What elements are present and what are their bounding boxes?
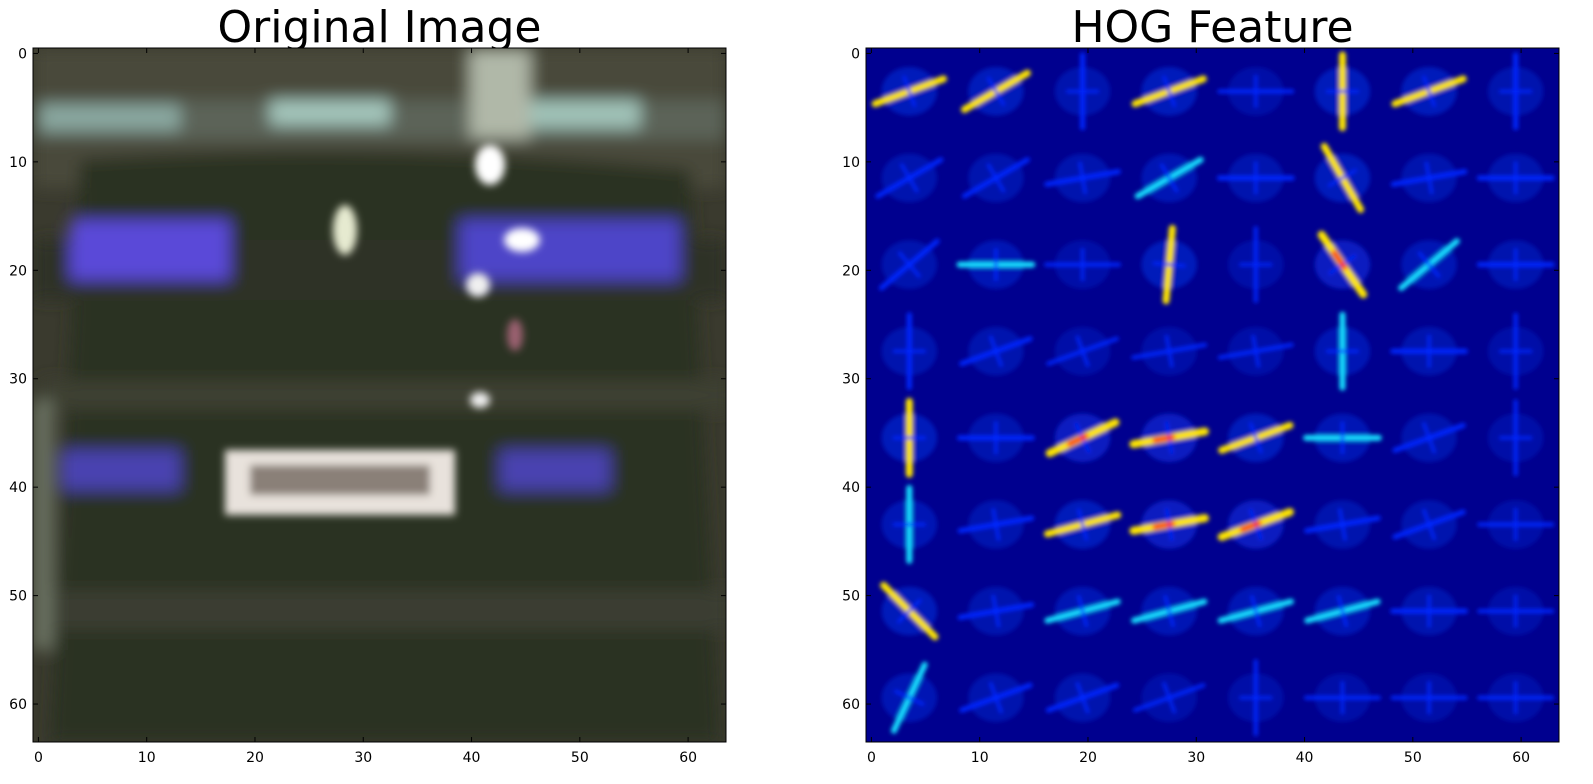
x-tick-label: 20 xyxy=(246,750,264,766)
hog-secondary-stroke xyxy=(1076,594,1089,628)
hog-secondary-stroke xyxy=(1163,594,1175,628)
hog-secondary-stroke xyxy=(1075,335,1090,368)
y-tick-label: 10 xyxy=(842,155,860,171)
hog-secondary-stroke xyxy=(1159,163,1179,193)
hog-secondary-stroke xyxy=(988,681,1003,714)
x-tick-label: 60 xyxy=(1512,750,1530,766)
hog-secondary-stroke xyxy=(1327,168,1358,188)
x-tick-label: 0 xyxy=(867,750,876,766)
left-axes-frame xyxy=(32,47,727,743)
y-tick-label: 60 xyxy=(842,697,860,713)
hog-secondary-stroke xyxy=(1422,421,1437,454)
y-tick-label: 30 xyxy=(9,372,27,388)
y-tick-label: 30 xyxy=(842,372,860,388)
hog-secondary-stroke xyxy=(897,251,921,279)
hog-secondary-stroke xyxy=(1152,261,1186,268)
hog-secondary-stroke xyxy=(1422,508,1437,541)
y-tick-label: 40 xyxy=(842,480,860,496)
hog-secondary-stroke xyxy=(1076,508,1089,541)
y-tick-label: 0 xyxy=(18,46,27,62)
hog-secondary-stroke xyxy=(1422,75,1437,108)
hog-secondary-stroke xyxy=(1078,161,1087,195)
x-tick-label: 50 xyxy=(571,750,589,766)
x-tick-label: 40 xyxy=(463,750,481,766)
y-tick-label: 60 xyxy=(9,697,27,713)
hog-peak-stroke xyxy=(1239,520,1262,532)
y-tick-label: 0 xyxy=(851,46,860,62)
hog-secondary-stroke xyxy=(1162,681,1177,714)
hog-secondary-stroke xyxy=(991,594,1001,628)
hog-secondary-stroke xyxy=(991,508,1001,541)
x-tick-label: 30 xyxy=(354,750,372,766)
hog-secondary-stroke xyxy=(1417,251,1441,279)
hog-visualization xyxy=(866,48,1559,742)
y-tick-label: 50 xyxy=(842,589,860,605)
right-axes-frame xyxy=(865,47,1560,743)
y-tick-label: 10 xyxy=(9,155,27,171)
y-tick-label: 40 xyxy=(9,480,27,496)
hog-secondary-stroke xyxy=(896,598,922,624)
y-tick-label: 20 xyxy=(842,263,860,279)
hog-peak-stroke xyxy=(1152,434,1176,443)
original-car-photo xyxy=(33,48,726,742)
original-image-title: Original Image xyxy=(217,2,542,53)
hog-secondary-stroke xyxy=(1424,161,1434,195)
hog-secondary-stroke xyxy=(986,76,1006,107)
left-axis-ticks: 0 10 20 30 40 50 60 0 10 20 30 40 50 60 xyxy=(9,46,726,766)
hog-peak-stroke xyxy=(1152,521,1176,530)
x-tick-label: 60 xyxy=(679,750,697,766)
hog-feature-title: HOG Feature xyxy=(1071,2,1354,53)
hog-secondary-stroke xyxy=(1075,681,1090,714)
hog-secondary-stroke xyxy=(893,689,925,706)
hog-secondary-stroke xyxy=(1336,594,1349,628)
x-tick-label: 0 xyxy=(34,750,43,766)
x-tick-label: 30 xyxy=(1187,750,1205,766)
x-tick-label: 10 xyxy=(138,750,156,766)
hog-peak-stroke xyxy=(1331,250,1348,271)
hog-secondary-stroke xyxy=(1248,421,1263,454)
hog-secondary-stroke xyxy=(1164,334,1174,368)
x-tick-label: 10 xyxy=(971,750,989,766)
y-tick-label: 50 xyxy=(9,589,27,605)
hog-secondary-stroke xyxy=(986,163,1006,193)
hog-peak-stroke xyxy=(1066,433,1089,447)
x-tick-label: 50 xyxy=(1404,750,1422,766)
y-tick-label: 20 xyxy=(9,263,27,279)
hog-secondary-stroke xyxy=(1251,334,1261,368)
hog-secondary-stroke xyxy=(1250,594,1262,628)
hog-secondary-stroke xyxy=(1162,75,1177,108)
hog-secondary-stroke xyxy=(1338,508,1347,541)
x-tick-label: 20 xyxy=(1079,750,1097,766)
hog-secondary-stroke xyxy=(899,163,919,193)
hog-secondary-stroke xyxy=(988,335,1003,368)
right-axis-ticks: 0 10 20 30 40 50 60 0 10 20 30 40 50 60 xyxy=(842,46,1559,766)
x-tick-label: 40 xyxy=(1296,750,1314,766)
hog-secondary-stroke xyxy=(902,75,917,108)
